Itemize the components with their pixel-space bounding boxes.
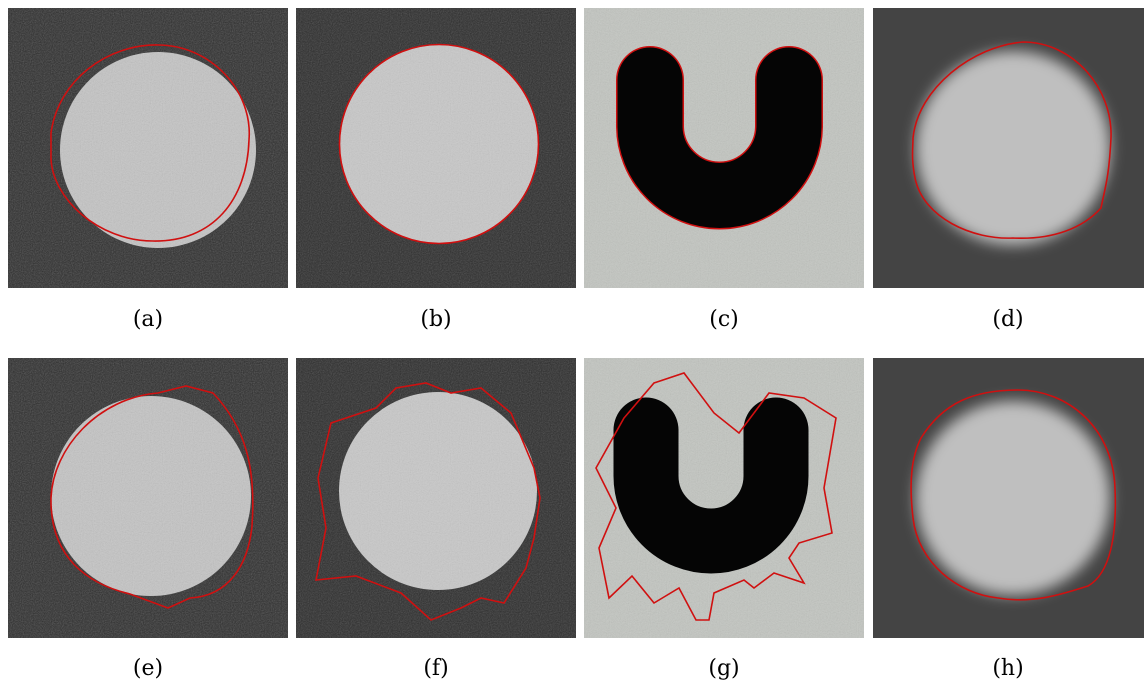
figure: (a) (b) (c) (d) (e) (f) (g) (h) xyxy=(0,0,1144,682)
panel-image xyxy=(584,358,864,638)
panel-image xyxy=(8,8,288,288)
panel-label: (d) xyxy=(992,307,1023,332)
panel-label: (h) xyxy=(992,656,1023,681)
panel-image xyxy=(873,8,1144,288)
panel-image xyxy=(296,358,576,638)
panel-image xyxy=(296,8,576,288)
page: (a) (b) (c) (d) (e) (f) (g) (h) (() => {… xyxy=(0,0,1144,682)
panel-label: (e) xyxy=(133,656,163,681)
panel-label: (c) xyxy=(709,307,739,332)
panel-label: (a) xyxy=(133,307,163,332)
panel-label: (g) xyxy=(708,656,739,681)
panel-image xyxy=(584,8,864,288)
panel-label: (b) xyxy=(420,307,451,332)
panel-label: (f) xyxy=(423,656,448,681)
panel-image xyxy=(8,358,288,638)
panel-image xyxy=(873,358,1144,638)
